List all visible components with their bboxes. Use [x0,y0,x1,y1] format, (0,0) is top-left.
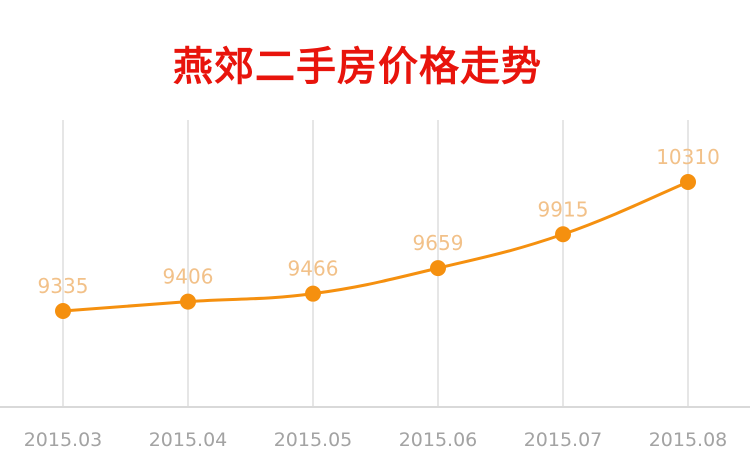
data-label: 9659 [413,231,464,255]
data-label: 9335 [38,274,89,298]
data-label: 9466 [288,257,339,281]
chart-title: 燕郊二手房价格走势 [173,44,542,90]
data-markers [55,174,696,319]
x-axis-ticks: 2015.03 2015.04 2015.05 2015.06 2015.07 2015.… [24,429,728,451]
x-tick-label: 2015.03 [24,429,103,451]
data-point [180,293,196,310]
x-tick-label: 2015.04 [149,429,228,451]
x-tick-label: 2015.07 [524,429,603,451]
data-label: 9915 [538,197,589,221]
data-point [430,260,446,277]
grid-lines [62,120,689,407]
data-labels: 9335 9406 9466 9659 9915 10310 [38,145,720,298]
x-tick-label: 2015.06 [399,429,478,451]
data-label: 10310 [656,145,720,169]
x-tick-label: 2015.05 [274,429,353,451]
data-label: 9406 [163,265,214,289]
data-point [680,174,696,190]
data-point [305,285,321,302]
data-point [555,226,571,243]
data-point [55,303,71,319]
x-tick-label: 2015.08 [649,429,728,451]
series-line [61,180,690,313]
